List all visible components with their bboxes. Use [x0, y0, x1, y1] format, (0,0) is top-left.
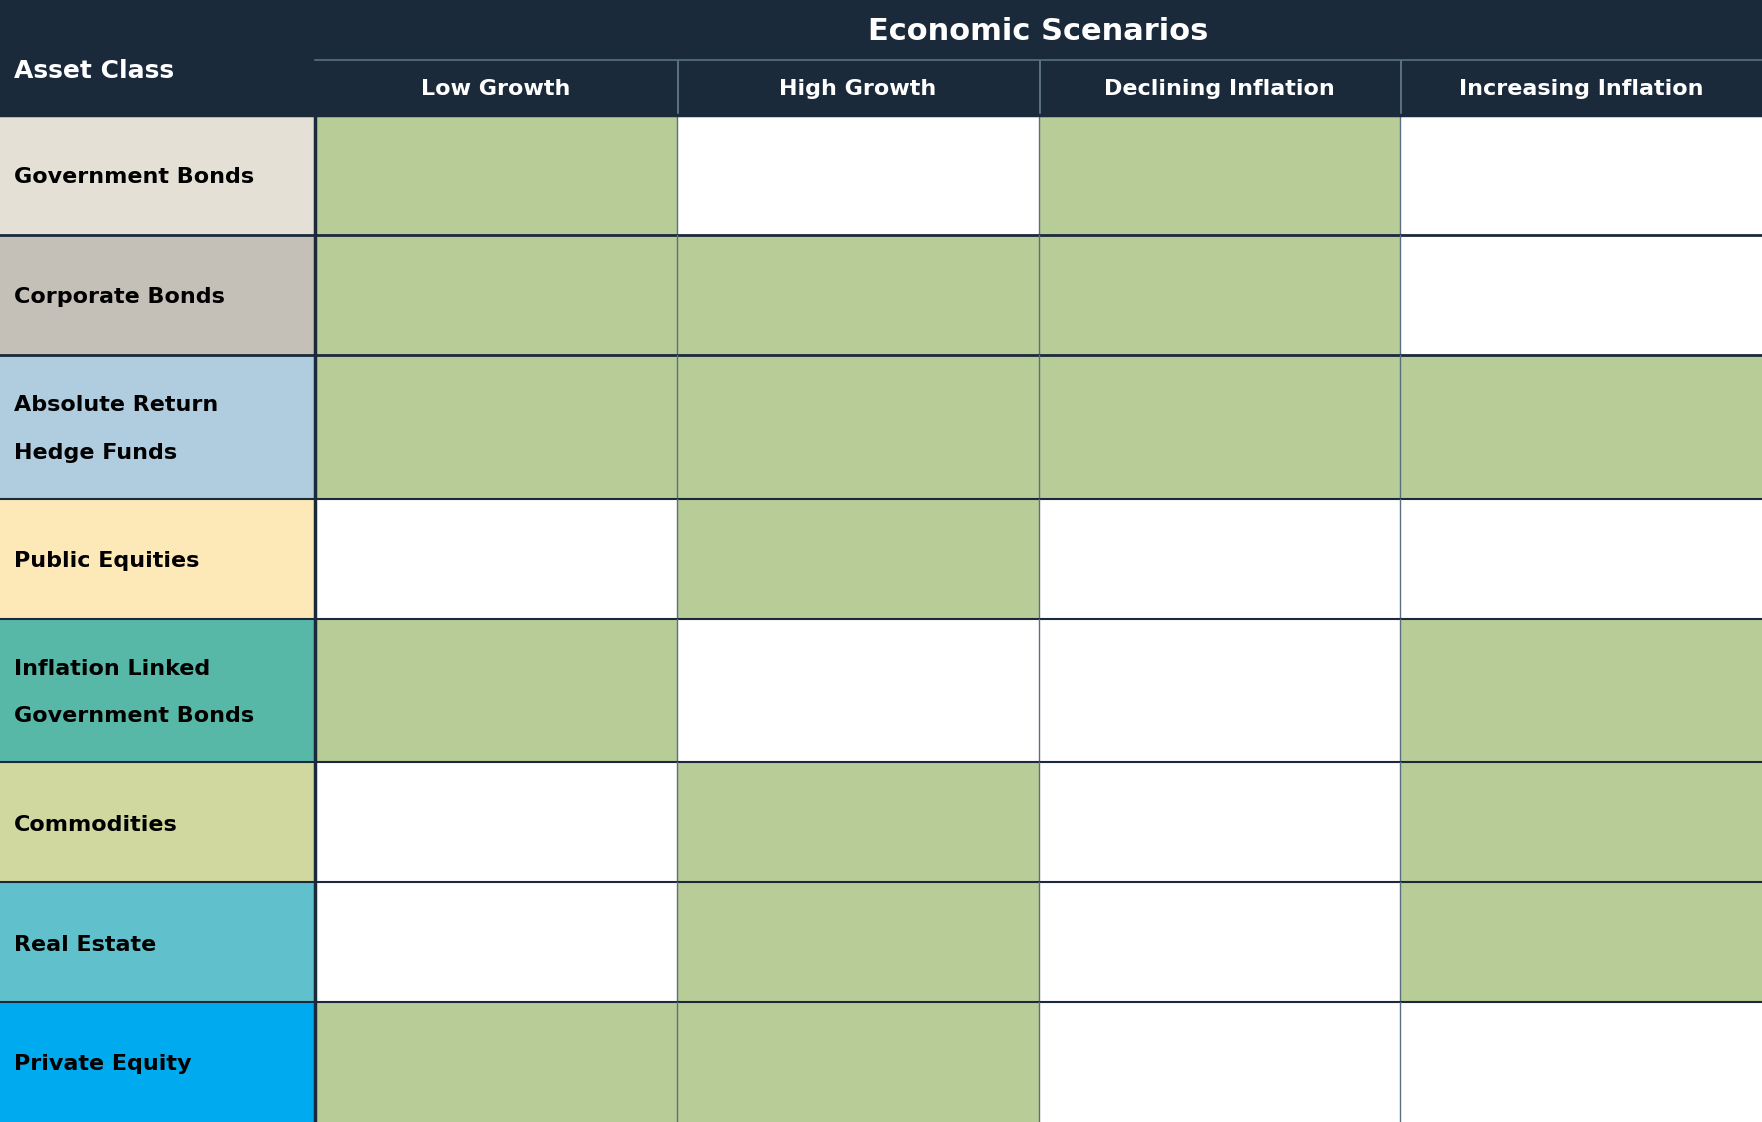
- Bar: [315, 498, 677, 618]
- Bar: [1401, 498, 1762, 618]
- Bar: [1038, 234, 1401, 355]
- Bar: [677, 59, 678, 114]
- Bar: [1038, 114, 1401, 234]
- Bar: [1038, 1002, 1401, 1122]
- Bar: [677, 114, 1038, 234]
- Bar: [0, 0, 315, 114]
- Bar: [315, 618, 677, 762]
- Bar: [0, 618, 315, 762]
- Bar: [315, 1002, 677, 1122]
- Bar: [0, 114, 315, 234]
- Text: Absolute Return: Absolute Return: [14, 395, 218, 415]
- Bar: [0, 1002, 315, 1122]
- Bar: [1401, 355, 1762, 498]
- Bar: [0, 498, 315, 618]
- Text: Hedge Funds: Hedge Funds: [14, 442, 178, 462]
- Bar: [1401, 882, 1762, 1002]
- Bar: [677, 355, 1038, 498]
- Text: Government Bonds: Government Bonds: [14, 707, 254, 726]
- Text: Inflation Linked: Inflation Linked: [14, 659, 210, 679]
- Text: Low Growth: Low Growth: [421, 79, 571, 99]
- Bar: [1038, 498, 1401, 618]
- Bar: [1038, 355, 1401, 498]
- Bar: [1401, 234, 1762, 355]
- Bar: [677, 234, 1038, 355]
- Bar: [315, 234, 677, 355]
- Bar: [0, 234, 315, 355]
- Bar: [0, 882, 315, 1002]
- Text: Asset Class: Asset Class: [14, 59, 174, 83]
- Bar: [1038, 762, 1401, 882]
- Bar: [0, 355, 315, 498]
- Text: Economic Scenarios: Economic Scenarios: [869, 17, 1209, 46]
- Bar: [1401, 114, 1762, 234]
- Bar: [315, 762, 677, 882]
- Bar: [315, 355, 677, 498]
- Bar: [677, 882, 1038, 1002]
- Text: Real Estate: Real Estate: [14, 935, 157, 955]
- Bar: [677, 618, 1038, 762]
- Text: Public Equities: Public Equities: [14, 551, 199, 571]
- Bar: [1401, 59, 1403, 114]
- Text: Corporate Bonds: Corporate Bonds: [14, 287, 226, 307]
- Text: Private Equity: Private Equity: [14, 1055, 192, 1075]
- Text: Declining Inflation: Declining Inflation: [1105, 79, 1336, 99]
- Bar: [677, 762, 1038, 882]
- Text: Commodities: Commodities: [14, 815, 178, 835]
- Bar: [0, 762, 315, 882]
- Bar: [1038, 59, 1041, 114]
- Bar: [677, 1002, 1038, 1122]
- Bar: [1401, 1002, 1762, 1122]
- Bar: [677, 498, 1038, 618]
- Bar: [315, 0, 1762, 114]
- Text: Increasing Inflation: Increasing Inflation: [1459, 79, 1704, 99]
- Text: High Growth: High Growth: [779, 79, 936, 99]
- Bar: [1401, 618, 1762, 762]
- Bar: [1401, 762, 1762, 882]
- Text: Government Bonds: Government Bonds: [14, 167, 254, 187]
- Bar: [315, 882, 677, 1002]
- Bar: [1038, 882, 1401, 1002]
- Bar: [1038, 618, 1401, 762]
- Bar: [315, 114, 677, 234]
